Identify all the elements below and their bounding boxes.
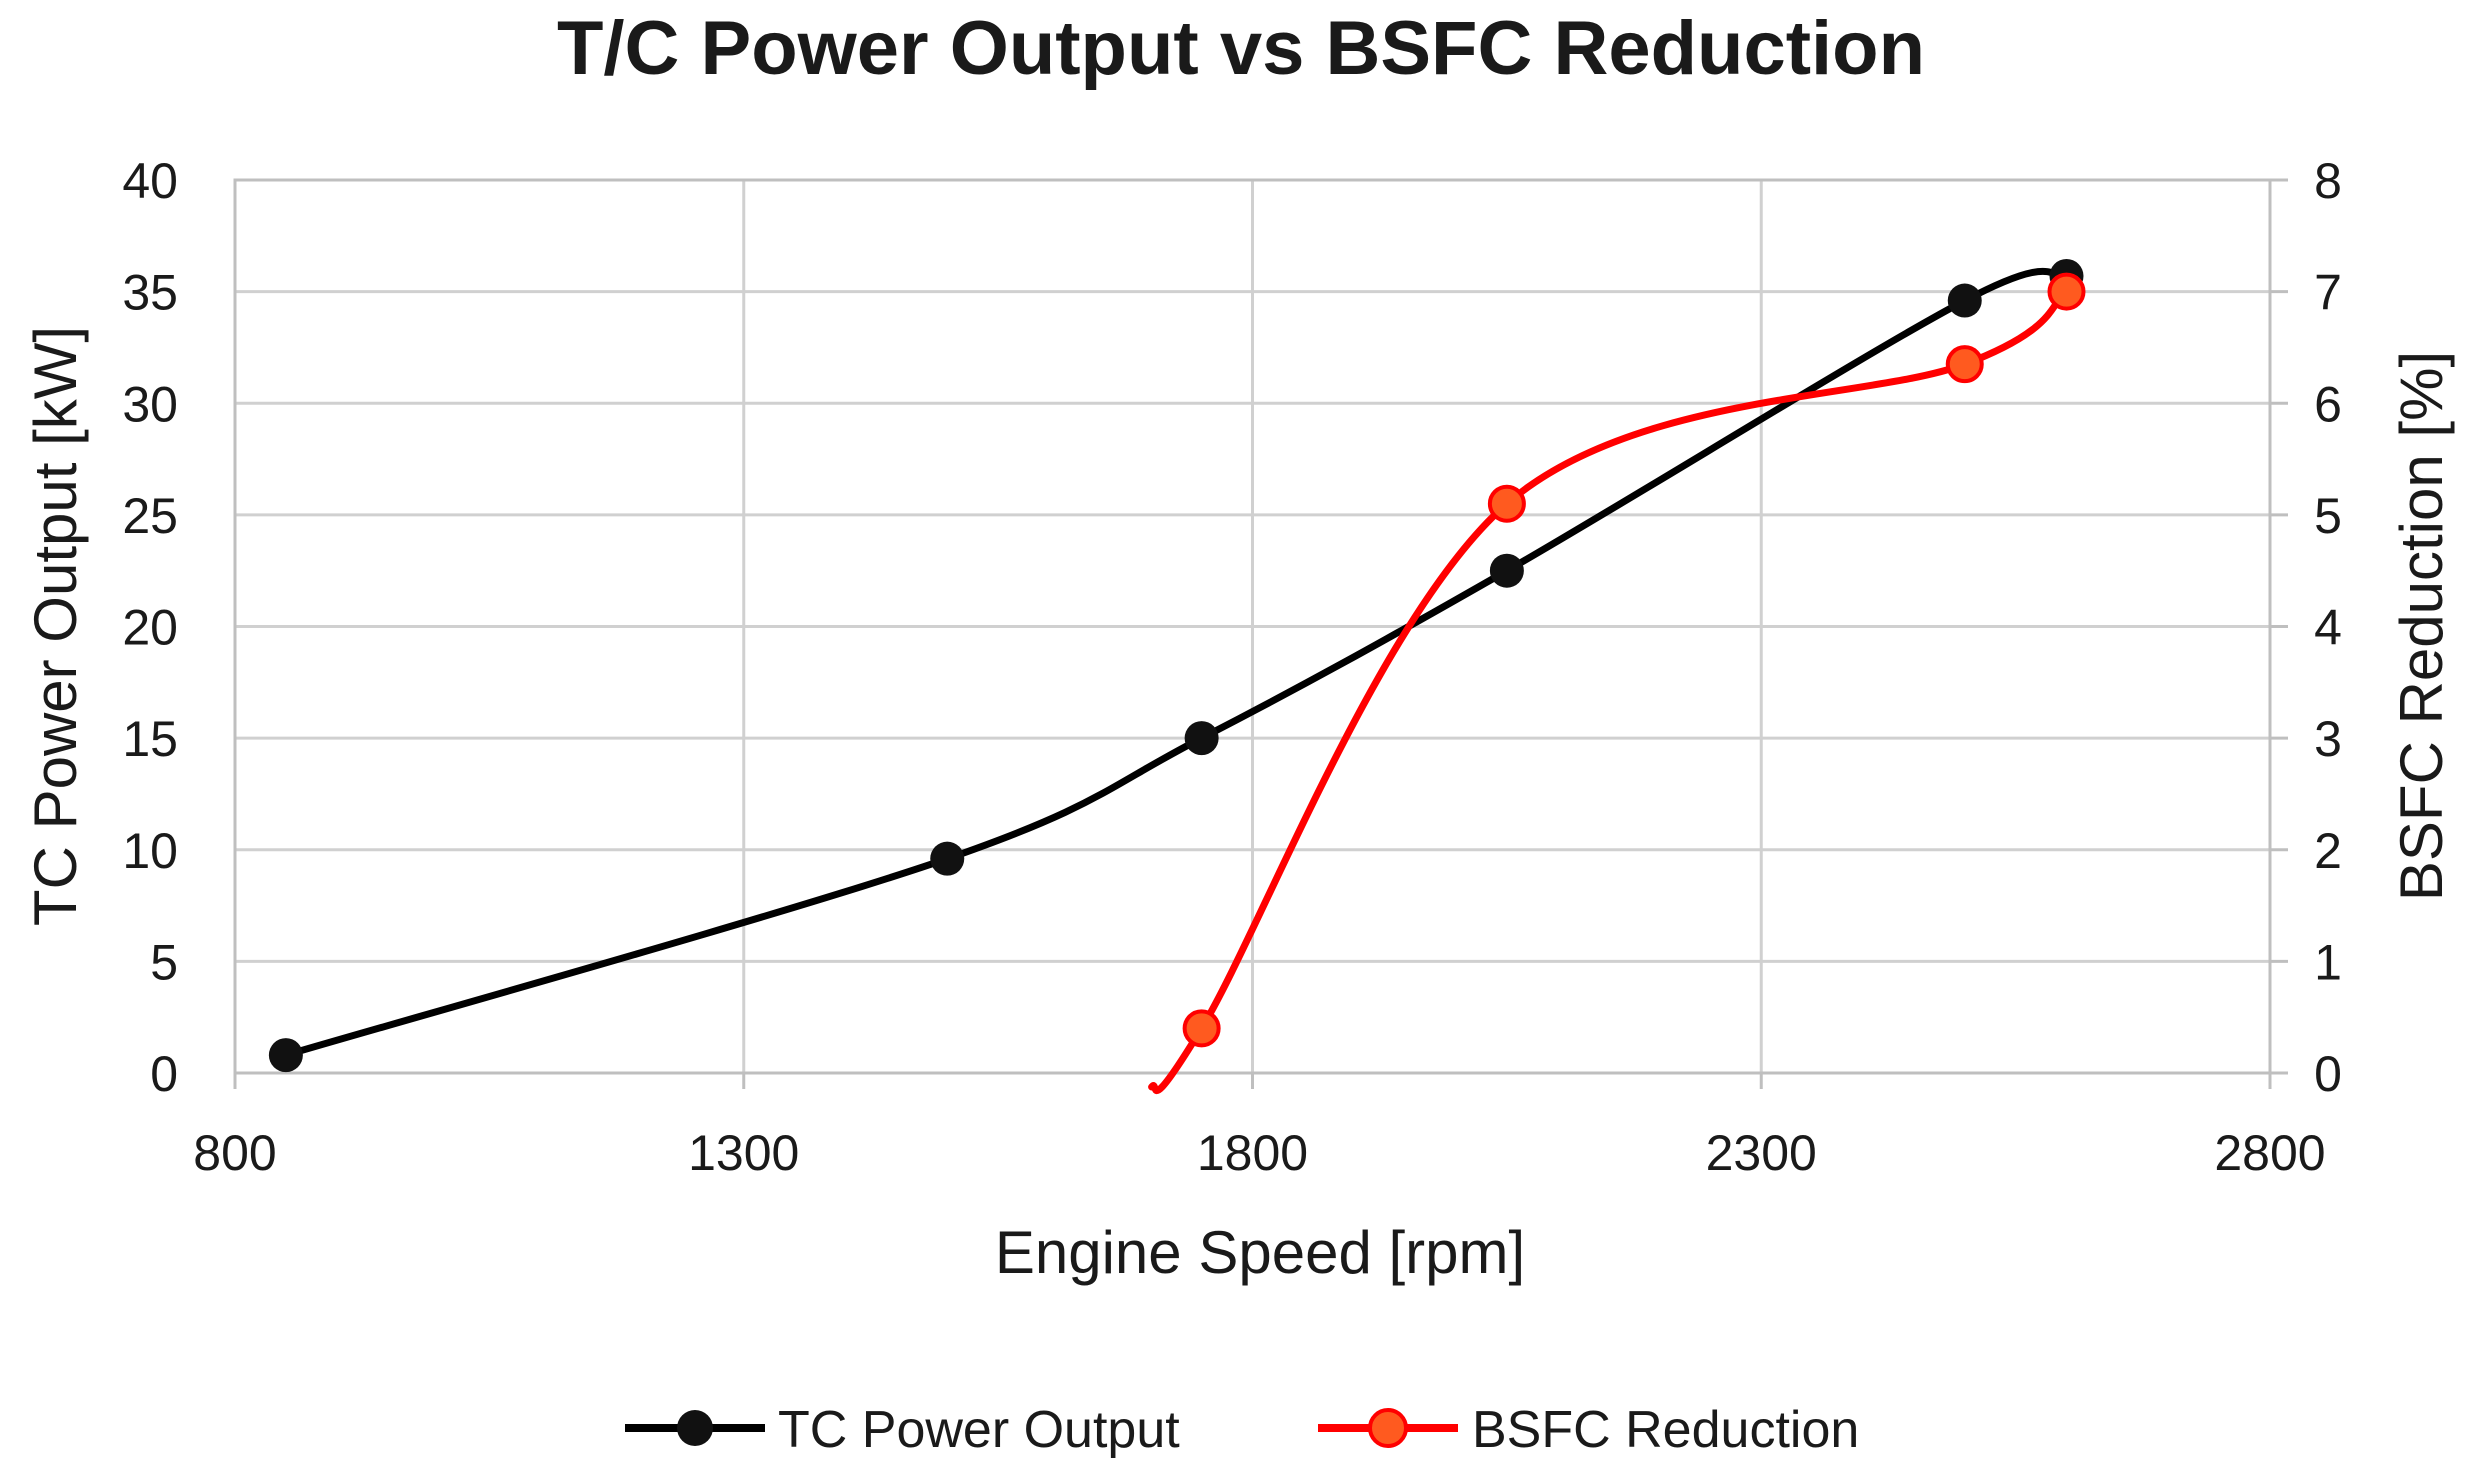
y-axis-left-label: TC Power Output [kW] xyxy=(22,326,89,926)
legend-label-bsfc: BSFC Reduction xyxy=(1472,1401,1859,1459)
y-left-tick-label: 5 xyxy=(150,934,178,990)
y-left-tick-label: 20 xyxy=(122,600,178,656)
y-right-tick-label: 7 xyxy=(2314,265,2342,321)
y-right-tick-label: 0 xyxy=(2314,1046,2342,1102)
y-left-tick-label: 35 xyxy=(122,265,178,321)
y-left-tick-label: 0 xyxy=(150,1046,178,1102)
tc-power-point xyxy=(268,1038,303,1073)
x-tick-label: 1800 xyxy=(1197,1125,1308,1181)
y-right-tick-label: 3 xyxy=(2314,711,2342,767)
legend-swatch-marker-bsfc xyxy=(1368,1408,1408,1448)
tc-power-point xyxy=(1489,553,1524,588)
bsfc-point xyxy=(2047,272,2086,311)
y-left-tick-label: 30 xyxy=(122,376,178,432)
y-right-tick-label: 6 xyxy=(2314,376,2342,432)
x-tick-label: 2300 xyxy=(1706,1125,1817,1181)
legend-label-tc-power: TC Power Output xyxy=(778,1401,1180,1459)
tc-power-point xyxy=(1184,721,1219,756)
bsfc-point xyxy=(1945,345,1984,384)
x-tick-label: 2800 xyxy=(2214,1125,2325,1181)
y-right-tick-label: 1 xyxy=(2314,934,2342,990)
y-left-tick-label: 40 xyxy=(122,153,178,209)
y-right-tick-label: 2 xyxy=(2314,823,2342,879)
series-line-tc-power xyxy=(282,267,2070,1059)
y-right-tick-label: 5 xyxy=(2314,488,2342,544)
legend-item-bsfc: BSFC Reduction xyxy=(1318,1401,1859,1459)
bsfc-point xyxy=(1487,484,1526,523)
series-layer xyxy=(268,258,2086,1094)
x-axis-ticks: 800 1300 1800 2300 2800 xyxy=(193,1073,2326,1181)
y-right-tick-label: 4 xyxy=(2314,600,2342,656)
tc-power-point xyxy=(930,841,965,876)
x-tick-label: 800 xyxy=(193,1125,276,1181)
chart-title: T/C Power Output vs BSFC Reduction xyxy=(557,6,1925,91)
y-axis-left-ticks: 0 5 10 15 20 25 30 35 40 xyxy=(122,153,178,1102)
y-left-tick-label: 10 xyxy=(122,823,178,879)
bsfc-point xyxy=(1182,1009,1221,1048)
x-tick-label: 1300 xyxy=(688,1125,799,1181)
y-left-tick-label: 25 xyxy=(122,488,178,544)
legend-item-tc-power: TC Power Output xyxy=(625,1401,1180,1459)
y-axis-right-label: BSFC Reduction [%] xyxy=(2388,351,2455,901)
x-axis-label: Engine Speed [rpm] xyxy=(995,1219,1525,1286)
legend: TC Power Output BSFC Reduction xyxy=(625,1401,1859,1459)
tc-power-point xyxy=(1947,283,1982,318)
y-left-tick-label: 15 xyxy=(122,711,178,767)
legend-swatch-marker-tc-power xyxy=(677,1410,713,1446)
y-axis-right-ticks: 0 1 2 3 4 5 6 7 8 xyxy=(2270,153,2342,1102)
y-right-tick-label: 8 xyxy=(2314,153,2342,209)
